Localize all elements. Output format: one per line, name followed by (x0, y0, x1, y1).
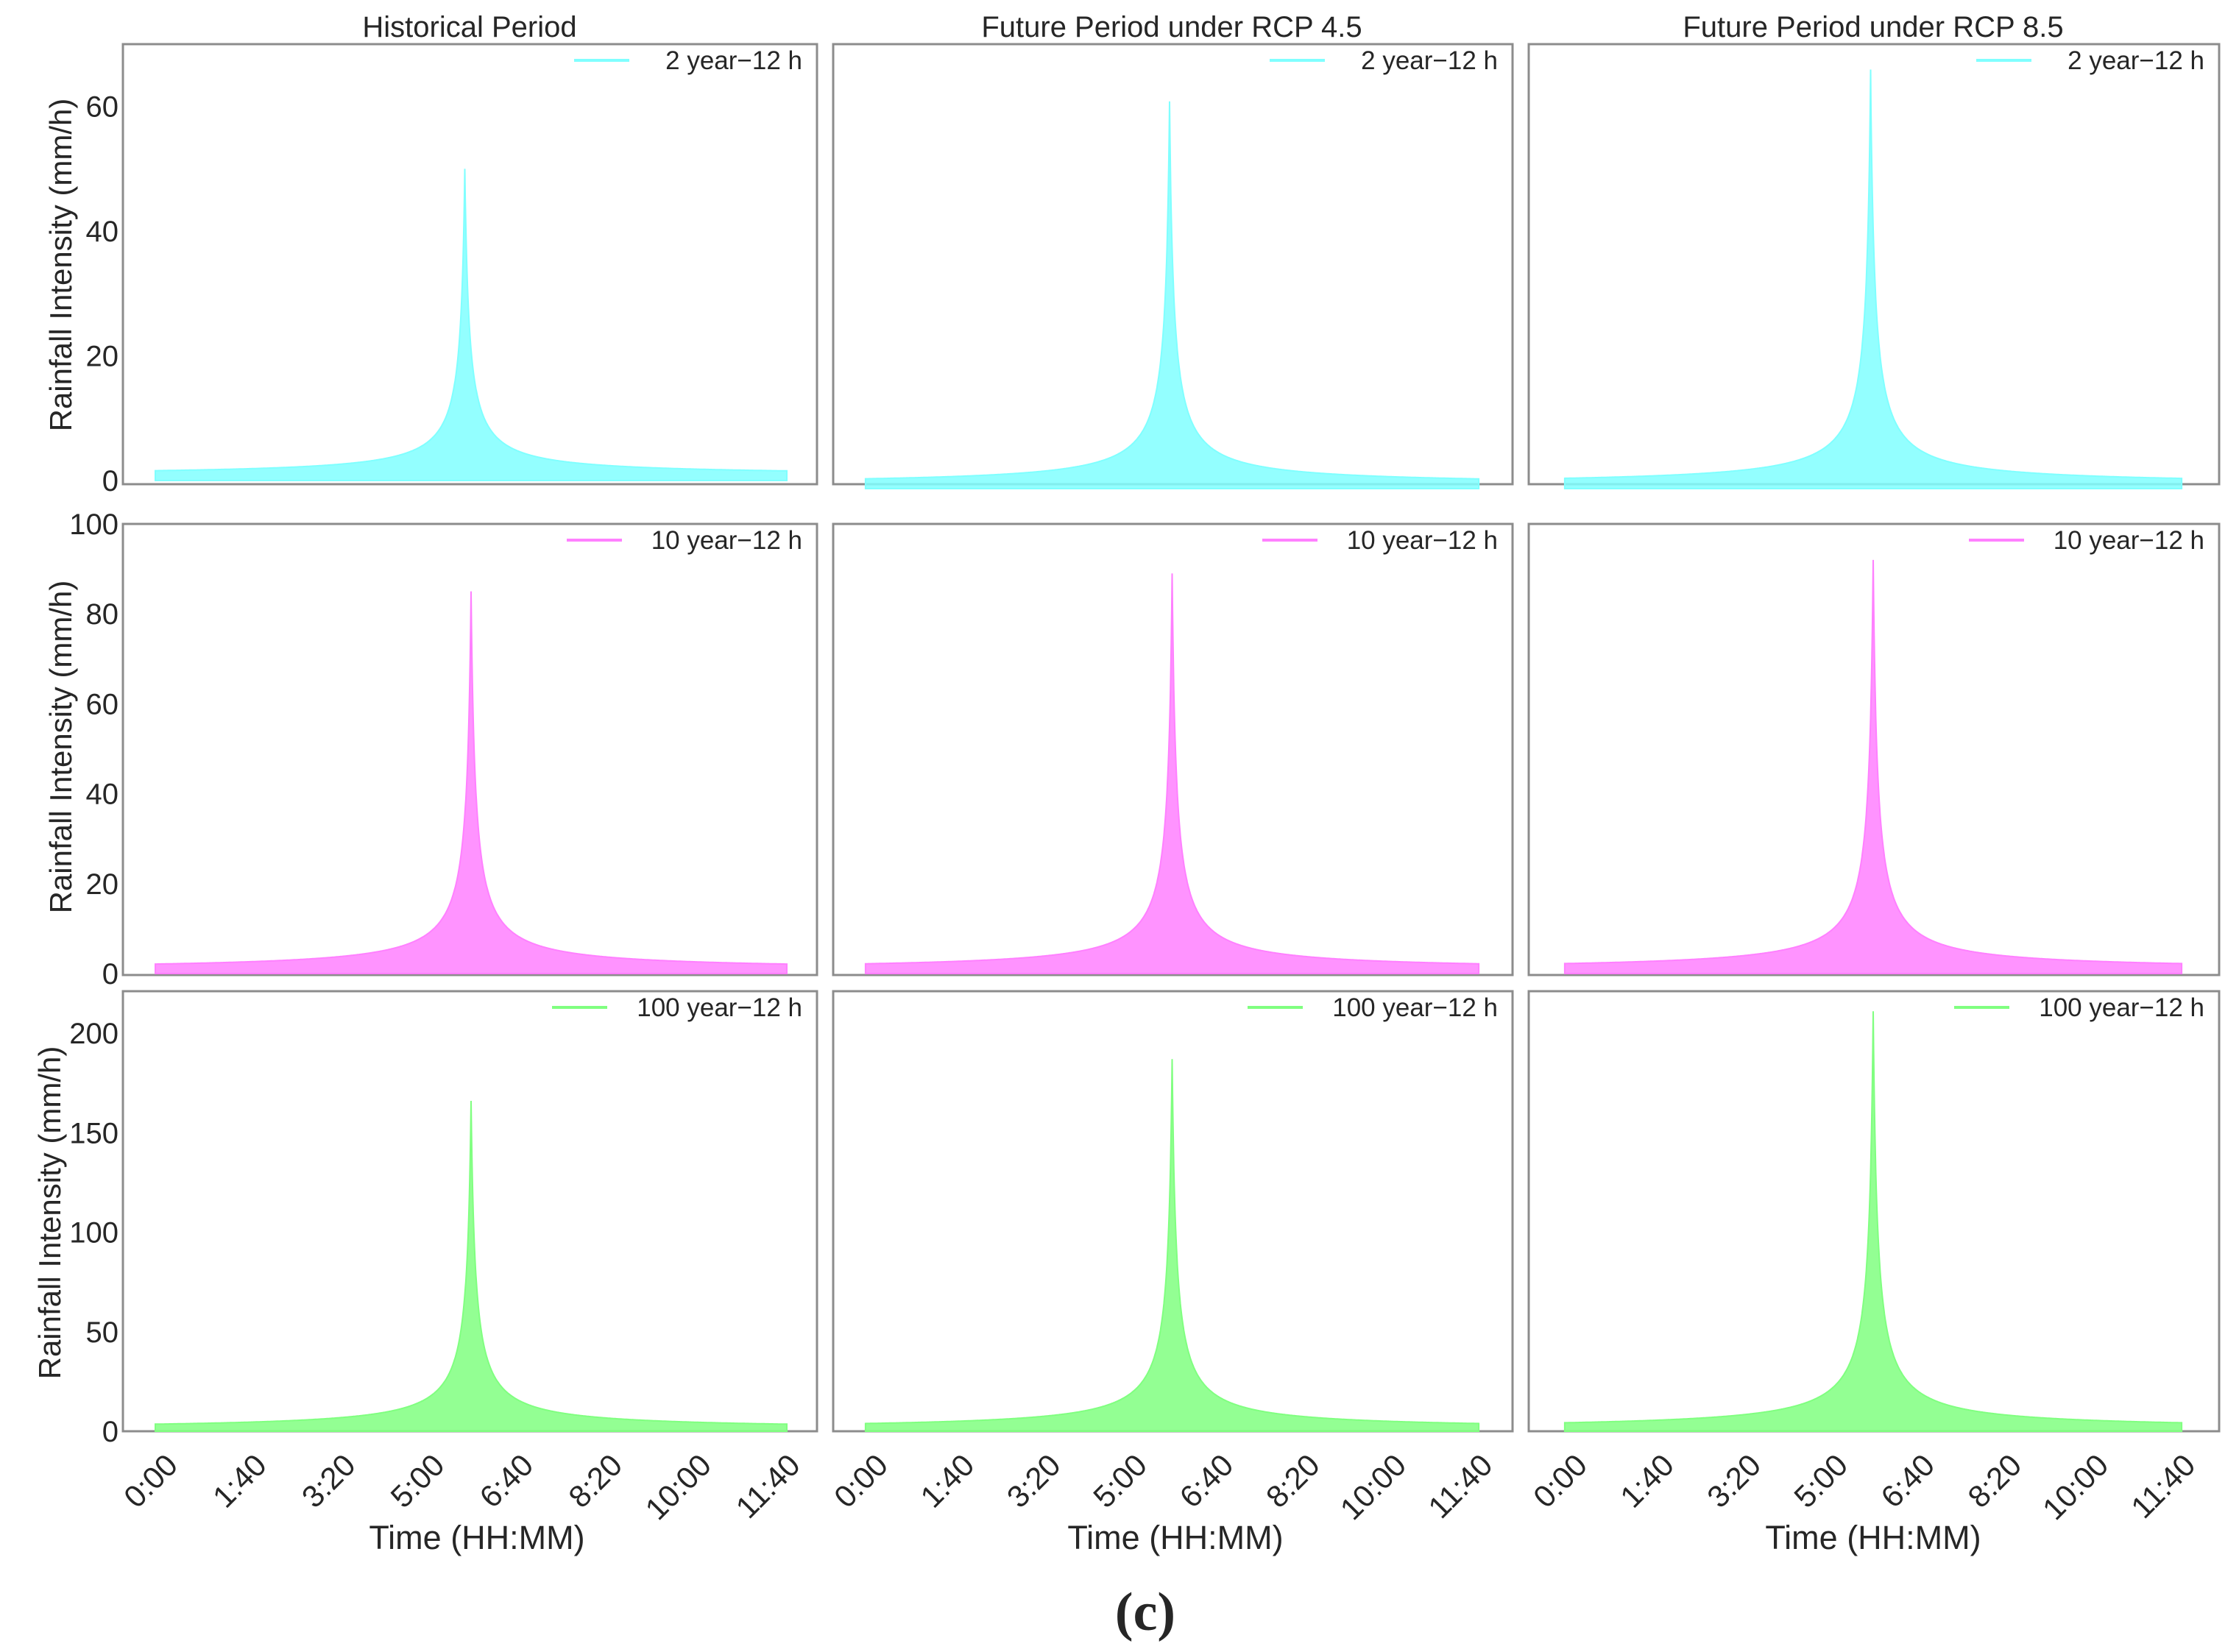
x-tick-label: 6:40 (1172, 1447, 1239, 1514)
x-tick-label: 11:40 (729, 1447, 807, 1525)
y-tick-label: 150 (69, 1117, 119, 1149)
panel-r3-c2: 100 year−12 h 0:00 1:40 3:20 5:00 6:40 8:20 10:… (827, 990, 1514, 1527)
legend-label: 10 year−12 h (1347, 526, 1498, 555)
y-tick-label: 0 (102, 465, 119, 497)
rainfall-area (1563, 559, 2183, 974)
y-tick-label: 40 (86, 779, 119, 811)
x-tick-label: 10:00 (1334, 1447, 1413, 1527)
x-tick-label: 3:20 (1000, 1447, 1067, 1514)
y-axis-label-row-2: Rainfall Intensity (mm/h) (43, 581, 78, 914)
x-tick-label: 8:20 (562, 1447, 629, 1514)
y-tick-label: 80 (86, 598, 119, 631)
rainfall-area (155, 169, 788, 481)
x-tick-label: 1:40 (913, 1447, 980, 1514)
y-tick-label: 100 (69, 508, 119, 541)
rainfall-area (864, 573, 1480, 974)
x-tick-label: 5:00 (1086, 1447, 1153, 1514)
x-tick-label: 0:00 (117, 1447, 184, 1514)
x-tick-label: 0:00 (1527, 1447, 1594, 1514)
x-axis-label-col-2: Time (HH:MM) (1067, 1519, 1283, 1556)
legend-label: 2 year−12 h (665, 46, 802, 75)
x-tick-label: 11:40 (2124, 1447, 2201, 1525)
rainfall-area (864, 101, 1480, 489)
x-tick-label: 11:40 (1421, 1447, 1499, 1525)
x-tick-label: 8:20 (1961, 1447, 2028, 1514)
x-axis-label-col-3: Time (HH:MM) (1765, 1519, 1981, 1556)
rainfall-area (155, 591, 788, 974)
y-tick-label: 60 (86, 688, 119, 720)
y-tick-label: 0 (102, 958, 119, 990)
legend-label: 100 year−12 h (637, 993, 802, 1022)
y-axis-label-row-3: Rainfall Intensity (mm/h) (32, 1046, 67, 1380)
panel-r2-c2: 10 year−12 h (832, 522, 1514, 976)
rainfall-area (155, 1100, 788, 1432)
y-tick-label: 50 (86, 1316, 119, 1349)
column-title-rcp85: Future Period under RCP 8.5 (1683, 11, 2063, 43)
rainfall-area (1563, 69, 2183, 489)
legend-label: 10 year−12 h (651, 526, 802, 555)
panel-r3-c1: 100 year−12 h 0 50 100 150 200 0:00 1:40 3:20 5:0… (69, 990, 818, 1527)
x-tick-label: 0:00 (827, 1447, 894, 1514)
y-axis-label-row-1: Rainfall Intensity (mm/h) (43, 99, 78, 432)
panel-r3-c3: 100 year−12 h 0:00 1:40 3:20 5:00 6:40 8:20 10:… (1527, 990, 2221, 1527)
x-tick-label: 1:40 (1613, 1447, 1680, 1514)
legend-label: 10 year−12 h (2054, 526, 2204, 555)
legend-label: 100 year−12 h (2039, 993, 2204, 1022)
rainfall-area (864, 1059, 1480, 1432)
column-title-rcp45: Future Period under RCP 4.5 (981, 11, 1362, 43)
y-tick-label: 60 (86, 91, 119, 124)
x-tick-label: 1:40 (206, 1447, 273, 1514)
x-tick-label: 8:20 (1259, 1447, 1326, 1514)
x-tick-label: 3:20 (1700, 1447, 1767, 1514)
panel-r2-c3: 10 year−12 h (1527, 522, 2221, 976)
x-axis-label-col-1: Time (HH:MM) (369, 1519, 584, 1556)
x-tick-label: 10:00 (639, 1447, 718, 1527)
y-tick-label: 40 (86, 216, 119, 248)
rainfall-area (1563, 1011, 2183, 1432)
panel-r1-c1: 2 year−12 h 0 20 40 60 (86, 43, 818, 497)
panel-r2-c1: 10 year−12 h 0 20 40 60 80 100 (69, 508, 818, 990)
x-tick-label: 10:00 (2036, 1447, 2115, 1527)
legend-label: 2 year−12 h (2068, 46, 2204, 75)
x-tick-label: 6:40 (1874, 1447, 1941, 1514)
x-tick-label: 6:40 (473, 1447, 540, 1514)
y-tick-label: 200 (69, 1018, 119, 1050)
x-tick-label: 5:00 (384, 1447, 451, 1514)
y-tick-label: 20 (86, 341, 119, 373)
figure-caption: (c) (1115, 1582, 1175, 1642)
x-tick-label: 3:20 (295, 1447, 362, 1514)
y-tick-label: 20 (86, 868, 119, 901)
legend-label: 2 year−12 h (1361, 46, 1498, 75)
panel-r1-c2: 2 year−12 h (832, 43, 1514, 489)
column-title-historical: Historical Period (362, 11, 576, 43)
y-tick-label: 100 (69, 1217, 119, 1249)
x-tick-label: 5:00 (1787, 1447, 1854, 1514)
y-tick-label: 0 (102, 1416, 119, 1448)
legend-label: 100 year−12 h (1332, 993, 1498, 1022)
panel-r1-c3: 2 year−12 h (1527, 43, 2221, 489)
